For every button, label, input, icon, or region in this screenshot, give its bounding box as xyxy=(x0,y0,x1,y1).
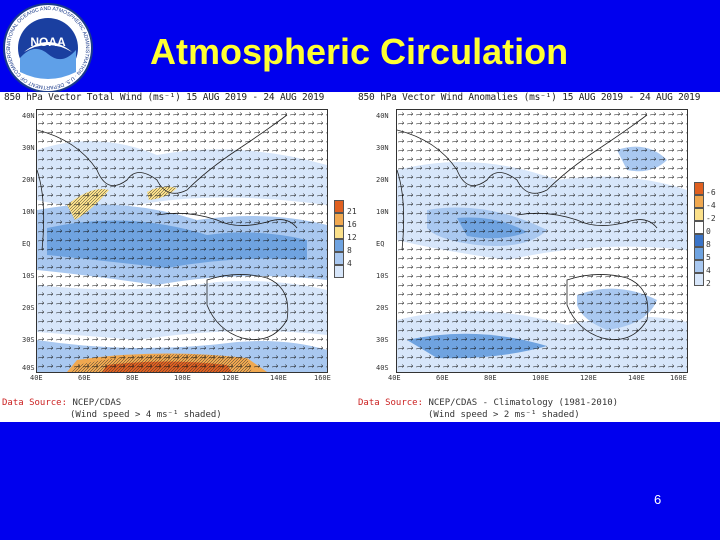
left-lat-label: EQ xyxy=(22,240,31,248)
left-lat-label: 40N xyxy=(22,112,35,120)
left-shade-note: (Wind speed > 4 ms⁻¹ shaded) xyxy=(70,410,222,420)
slide-title: Atmospheric Circulation xyxy=(150,31,569,72)
colorbar-swatch xyxy=(694,260,704,273)
right-colorbar-label: -6 xyxy=(706,188,716,197)
right-lon-label: 80E xyxy=(484,374,497,382)
left-map-graphic xyxy=(37,110,327,372)
right-lat-label: 10S xyxy=(376,272,389,280)
colorbar-swatch xyxy=(694,221,704,234)
noaa-logo: NOAA NATIONAL OCEANIC AND ATMOSPHERIC AD… xyxy=(3,3,93,93)
right-colorbar-label: -2 xyxy=(706,214,716,223)
left-lon-label: 160E xyxy=(314,374,331,382)
right-lon-label: 100E xyxy=(532,374,549,382)
left-map-title: 850 hPa Vector Total Wind (ms⁻¹) 15 AUG … xyxy=(4,92,325,103)
colorbar-swatch xyxy=(694,247,704,260)
colorbar-swatch xyxy=(334,265,344,278)
colorbar-swatch xyxy=(694,195,704,208)
right-colorbar-label: 8 xyxy=(706,240,711,249)
right-colorbar xyxy=(694,182,704,286)
figure-panel: 850 hPa Vector Total Wind (ms⁻¹) 15 AUG … xyxy=(0,92,720,422)
left-lon-label: 120E xyxy=(222,374,239,382)
left-wind-map xyxy=(36,109,328,373)
colorbar-swatch xyxy=(694,208,704,221)
right-lat-label: 30N xyxy=(376,144,389,152)
left-lat-label: 10S xyxy=(22,272,35,280)
right-lat-label: 20S xyxy=(376,304,389,312)
left-lon-label: 100E xyxy=(174,374,191,382)
left-lon-label: 140E xyxy=(270,374,287,382)
right-colorbar-label: 0 xyxy=(706,227,711,236)
right-lat-label: 40S xyxy=(376,364,389,372)
colorbar-swatch xyxy=(694,273,704,286)
left-lat-label: 30S xyxy=(22,336,35,344)
source-value: NCEP/CDAS - Climatology (1981-2010) xyxy=(428,398,619,408)
left-lat-label: 10N xyxy=(22,208,35,216)
right-lon-label: 40E xyxy=(388,374,401,382)
right-map-title: 850 hPa Vector Wind Anomalies (ms⁻¹) 15 … xyxy=(358,92,701,103)
colorbar-swatch xyxy=(694,182,704,195)
right-anomaly-map xyxy=(396,109,688,373)
left-colorbar-label: 21 xyxy=(347,207,357,216)
left-colorbar-label: 16 xyxy=(347,220,357,229)
left-lat-label: 40S xyxy=(22,364,35,372)
right-lat-label: 10N xyxy=(376,208,389,216)
left-colorbar xyxy=(334,200,344,278)
source-label: Data Source: xyxy=(2,398,68,408)
colorbar-swatch xyxy=(334,239,344,252)
left-colorbar-label: 8 xyxy=(347,246,352,255)
right-lon-label: 60E xyxy=(436,374,449,382)
source-value: NCEP/CDAS xyxy=(72,398,122,408)
left-data-source: Data Source: NCEP/CDAS xyxy=(2,398,121,408)
right-colorbar-label: 5 xyxy=(706,253,711,262)
colorbar-swatch xyxy=(694,234,704,247)
right-lon-label: 140E xyxy=(628,374,645,382)
right-lat-label: 30S xyxy=(376,336,389,344)
left-lat-label: 30N xyxy=(22,144,35,152)
right-colorbar-label: 4 xyxy=(706,266,711,275)
logo-text: NOAA xyxy=(30,35,66,49)
left-lon-label: 40E xyxy=(30,374,43,382)
right-lat-label: EQ xyxy=(376,240,385,248)
right-lon-label: 120E xyxy=(580,374,597,382)
right-data-source: Data Source: NCEP/CDAS - Climatology (19… xyxy=(358,398,618,408)
right-map-graphic xyxy=(397,110,687,372)
left-colorbar-label: 4 xyxy=(347,259,352,268)
left-lat-label: 20S xyxy=(22,304,35,312)
right-lat-label: 40N xyxy=(376,112,389,120)
colorbar-swatch xyxy=(334,252,344,265)
right-colorbar-label: 2 xyxy=(706,279,711,288)
source-label: Data Source: xyxy=(358,398,424,408)
left-lon-label: 60E xyxy=(78,374,91,382)
slide-number: 6 xyxy=(654,492,662,507)
colorbar-swatch xyxy=(334,213,344,226)
colorbar-swatch xyxy=(334,200,344,213)
right-shade-note: (Wind speed > 2 ms⁻¹ shaded) xyxy=(428,410,580,420)
right-lon-label: 160E xyxy=(670,374,687,382)
left-lat-label: 20N xyxy=(22,176,35,184)
colorbar-swatch xyxy=(334,226,344,239)
right-colorbar-label: -4 xyxy=(706,201,716,210)
right-lat-label: 20N xyxy=(376,176,389,184)
left-colorbar-label: 12 xyxy=(347,233,357,242)
left-lon-label: 80E xyxy=(126,374,139,382)
